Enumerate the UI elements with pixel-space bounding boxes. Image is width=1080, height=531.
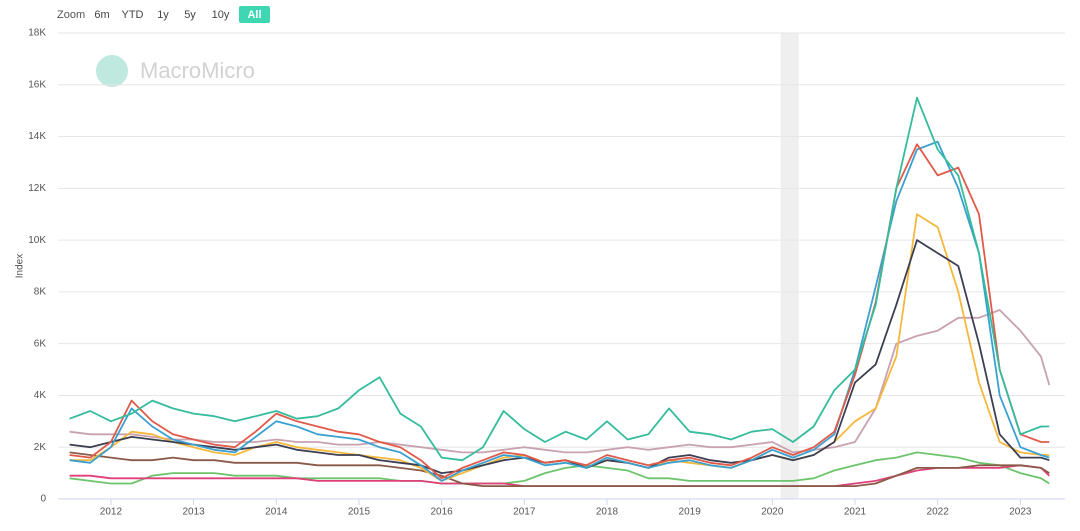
watermark-text: MacroMicro bbox=[140, 58, 255, 83]
zoom-button-label[interactable]: YTD bbox=[122, 9, 144, 21]
x-tick-label: 2021 bbox=[844, 507, 867, 518]
x-tick-label: 2019 bbox=[679, 507, 702, 518]
series-line bbox=[69, 213, 1050, 482]
x-tick-label: 2020 bbox=[761, 507, 784, 518]
series-line bbox=[69, 451, 1050, 485]
recession-shade bbox=[780, 33, 799, 499]
x-tick-label: 2017 bbox=[513, 507, 536, 518]
y-tick-label: 4K bbox=[34, 390, 47, 401]
series-line bbox=[69, 140, 1050, 482]
zoom-button-label[interactable]: 5y bbox=[184, 9, 196, 21]
x-tick-label: 2022 bbox=[927, 507, 950, 518]
x-tick-label: 2014 bbox=[265, 507, 288, 518]
y-tick-label: 0 bbox=[40, 494, 46, 505]
series-line bbox=[69, 464, 1050, 487]
x-tick-label: 2018 bbox=[596, 507, 619, 518]
y-tick-label: 18K bbox=[28, 28, 46, 39]
x-tick-label: 2013 bbox=[182, 507, 205, 518]
y-tick-label: 16K bbox=[28, 79, 46, 90]
series-line bbox=[69, 239, 1050, 474]
y-tick-label: 2K bbox=[34, 442, 47, 453]
zoom-button-label[interactable]: 10y bbox=[212, 9, 230, 21]
zoom-button-label[interactable]: All bbox=[247, 9, 261, 21]
y-tick-label: 12K bbox=[28, 183, 46, 194]
zoom-label: Zoom bbox=[57, 9, 85, 21]
x-tick-label: 2012 bbox=[100, 507, 123, 518]
y-axis-label: Index bbox=[15, 254, 26, 278]
x-tick-label: 2023 bbox=[1009, 507, 1032, 518]
x-tick-label: 2016 bbox=[430, 507, 453, 518]
series-line bbox=[69, 451, 1050, 487]
watermark: MacroMicro bbox=[96, 55, 255, 87]
y-tick-label: 14K bbox=[28, 131, 46, 142]
watermark-logo bbox=[96, 55, 128, 87]
zoom-button-label[interactable]: 6m bbox=[94, 9, 109, 21]
x-tick-label: 2015 bbox=[348, 507, 371, 518]
zoom-button[interactable] bbox=[239, 6, 270, 23]
y-tick-label: 8K bbox=[34, 287, 47, 298]
series-line bbox=[69, 96, 1050, 462]
y-tick-label: 6K bbox=[34, 338, 47, 349]
zoom-button-label[interactable]: 1y bbox=[157, 9, 169, 21]
y-tick-label: 10K bbox=[28, 235, 46, 246]
series-line bbox=[69, 309, 1051, 454]
